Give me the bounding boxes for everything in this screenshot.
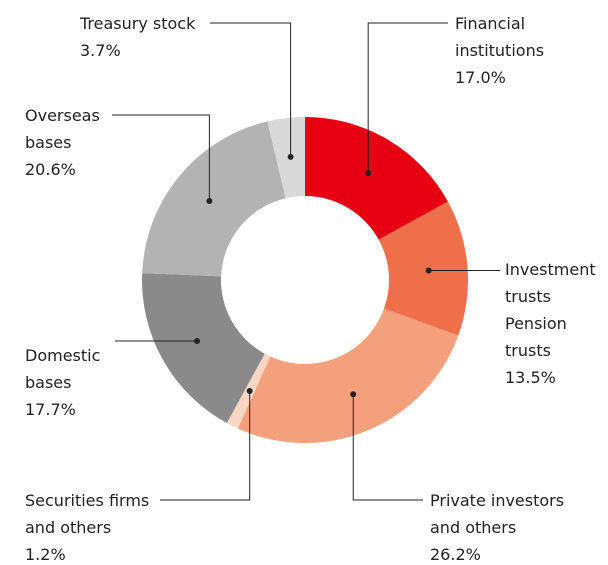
leader-line [367,22,448,174]
category-name: Financial institutions [455,14,545,60]
segment-label: Overseas bases 20.6% [25,102,115,183]
segment-label: Private investors and others 26.2% [430,487,590,565]
segment-label: Securities firms and others 1.2% [25,487,165,565]
leader-dot [206,198,213,205]
segment-label: Domestic bases 17.7% [25,342,115,423]
donut-segment [237,308,459,444]
leader-dot [425,267,432,274]
leader-dot [365,170,372,177]
category-name: Investment trusts Pension trusts [505,260,596,360]
segment-label: Financial institutions 17.0% [455,10,565,91]
value-label: 20.6% [25,160,76,179]
leader-line [112,114,210,202]
donut-segment [267,117,305,199]
category-name: Overseas bases [25,106,100,152]
leader-line [160,390,251,501]
value-label: 3.7% [80,41,121,60]
leader-dot [287,153,294,160]
category-name: Securities firms and others [25,491,150,537]
donut-segment [305,117,448,240]
segment-label: Investment trusts Pension trusts 13.5% [505,256,605,391]
value-label: 1.2% [25,545,66,564]
category-name: Domestic bases [25,346,101,392]
leader-dot [194,337,201,344]
value-label: 26.2% [430,545,481,564]
donut-segment [142,121,286,277]
value-label: 13.5% [505,368,556,387]
leader-line [352,394,423,501]
leader-dot [246,387,253,394]
donut-segment [142,273,265,424]
category-name: Treasury stock [80,14,196,33]
value-label: 17.7% [25,400,76,419]
leader-line [210,22,292,157]
leader-dot [350,391,357,398]
segment-label: Treasury stock 3.7% [80,10,220,64]
category-name: Private investors and others [430,491,565,537]
donut-segment [378,201,468,336]
value-label: 17.0% [455,68,506,87]
